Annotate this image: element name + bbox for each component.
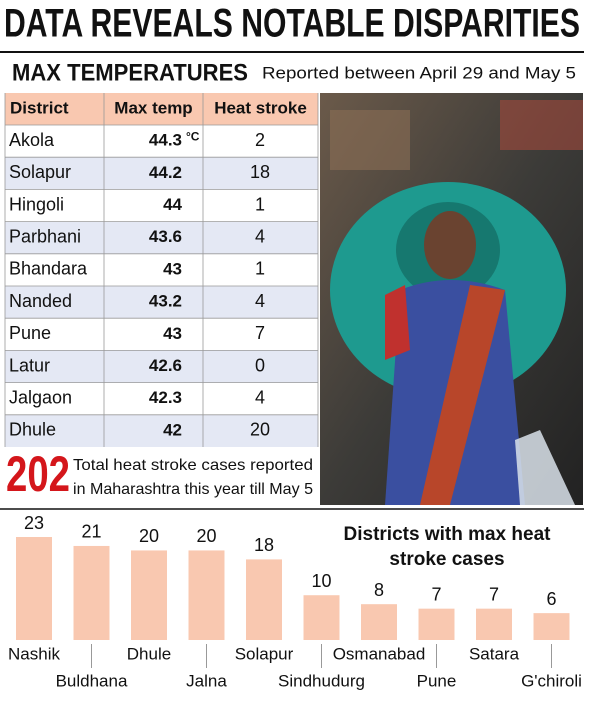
bar: [476, 608, 512, 640]
bar: [361, 604, 397, 640]
heat-stroke: 1: [255, 194, 265, 214]
section-title: MAX TEMPERATURES: [12, 59, 248, 86]
headline: DATA REVEALS NOTABLE DISPARITIES: [4, 2, 580, 46]
bar: [131, 550, 167, 640]
max-temp: 42.3: [149, 388, 182, 407]
bar: [303, 595, 340, 640]
district: Bhandara: [9, 259, 88, 279]
x-tick-label: Pune: [417, 671, 457, 690]
heat-stroke: 7: [255, 323, 265, 343]
district: Pune: [9, 323, 51, 343]
table-header-bg: [5, 93, 318, 125]
total-value: 202: [6, 446, 70, 502]
heat-stroke: 4: [255, 226, 265, 246]
max-temp: 43: [163, 324, 182, 343]
value-label: 20: [196, 526, 216, 546]
heat-stroke: 4: [255, 387, 265, 407]
bar: [16, 537, 52, 640]
max-temp: 43.2: [149, 292, 182, 311]
district: Dhule: [9, 420, 56, 440]
value-label: 7: [489, 584, 499, 604]
column-header: Max temp: [114, 98, 192, 117]
table-row-bg: [5, 318, 318, 351]
x-tick-label: Solapur: [235, 644, 294, 663]
table: District Max temp Heat stroke Akola 44.3 °C 2 S…: [4, 93, 319, 447]
heat-stroke: 1: [255, 259, 265, 279]
district: Akola: [9, 130, 55, 150]
x-tick-label: Sindhudurg: [278, 671, 365, 690]
value-label: 7: [431, 584, 441, 604]
max-temp: 42: [163, 420, 182, 439]
max-temp: 42.6: [149, 356, 182, 375]
table-row-bg: [5, 189, 318, 222]
bar: [73, 545, 110, 640]
max-temp: 43: [163, 259, 182, 278]
bar: [188, 550, 225, 640]
district: Latur: [9, 355, 50, 375]
table-row-bg: [5, 382, 318, 415]
district: Hingoli: [9, 194, 64, 214]
bar: [246, 559, 282, 640]
value-label: 6: [546, 589, 556, 609]
temp-unit: °C: [186, 129, 200, 143]
table-row-bg: [5, 414, 318, 447]
district: Jalgaon: [9, 387, 72, 407]
heat-stroke: 0: [255, 355, 265, 375]
district: Nanded: [9, 291, 72, 311]
value-label: 18: [254, 535, 274, 555]
value-label: 10: [311, 571, 331, 591]
table-row-bg: [5, 350, 318, 383]
value-label: 23: [24, 513, 44, 533]
heat-stroke: 4: [255, 291, 265, 311]
x-tick-label: Satara: [469, 644, 520, 663]
x-tick-label: Jalna: [186, 671, 227, 690]
value-label: 21: [81, 522, 101, 542]
heat-stroke: 20: [250, 420, 270, 440]
chart-title: stroke cases: [389, 549, 504, 570]
subtitle: Reported between April 29 and May 5: [262, 63, 576, 82]
table-row-bg: [5, 157, 318, 190]
x-tick-label: G'chiroli: [521, 671, 582, 690]
column-header: Heat stroke: [214, 98, 307, 117]
table-row-bg: [5, 125, 318, 158]
x-tick-label: Buldhana: [56, 671, 128, 690]
x-tick-label: Osmanabad: [333, 644, 426, 663]
bar: [533, 613, 570, 640]
x-tick-label: Nashik: [8, 644, 60, 663]
max-temp: 44: [163, 195, 182, 214]
table-row-bg: [5, 286, 318, 319]
value-label: 20: [139, 526, 159, 546]
district: Solapur: [9, 162, 71, 182]
column-header: District: [10, 98, 69, 117]
value-label: 8: [374, 580, 384, 600]
max-temp: 44.3: [149, 131, 182, 150]
x-tick-label: Dhule: [127, 644, 171, 663]
total-text: in Maharashtra this year till May 5: [73, 481, 313, 498]
district: Parbhani: [9, 226, 81, 246]
max-temp: 43.6: [149, 227, 182, 246]
table-row-bg: [5, 221, 318, 254]
photo: [320, 93, 583, 505]
total-text: Total heat stroke cases reported: [73, 457, 313, 474]
chart-title: Districts with max heat: [344, 524, 552, 545]
heat-stroke: 2: [255, 130, 265, 150]
table-row-bg: [5, 253, 318, 286]
max-temp: 44.2: [149, 163, 182, 182]
bar: [418, 608, 455, 640]
heat-stroke: 18: [250, 162, 270, 182]
